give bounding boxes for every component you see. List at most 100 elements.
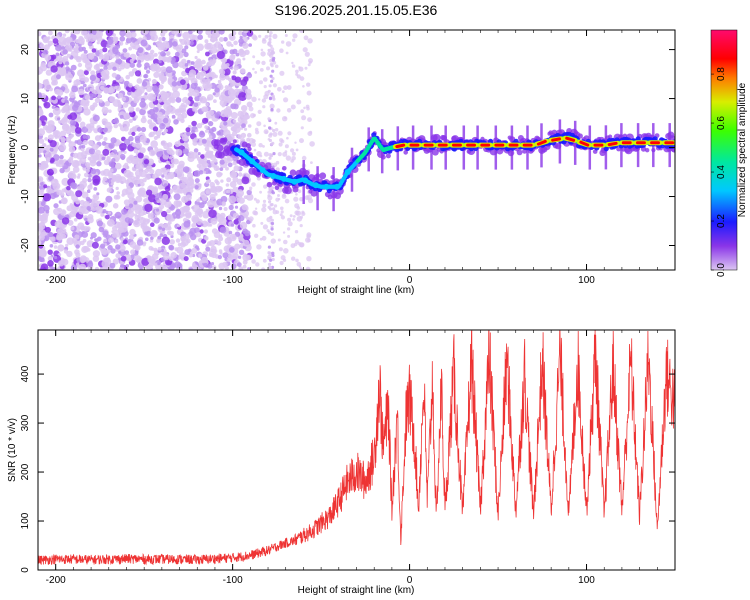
noise-point: [115, 58, 122, 65]
noise-point: [267, 194, 271, 198]
noise-point: [58, 120, 62, 124]
noise-point: [227, 88, 236, 97]
noise-point: [286, 136, 289, 140]
noise-point: [101, 118, 108, 125]
noise-point: [274, 121, 278, 125]
noise-point: [114, 117, 119, 122]
noise-point: [202, 65, 209, 71]
noise-point: [103, 238, 108, 243]
noise-point: [161, 236, 170, 245]
noise-point: [207, 241, 212, 246]
noise-point: [209, 193, 216, 200]
noise-point: [287, 217, 292, 222]
noise-point: [218, 129, 225, 136]
noise-point: [114, 162, 122, 170]
noise-point: [139, 101, 147, 108]
colorbar-tick-label: 0.2: [716, 214, 727, 228]
noise-point: [190, 61, 195, 65]
noise-point: [107, 39, 114, 45]
ridge-peak: [551, 137, 561, 142]
noise-point: [197, 152, 201, 156]
noise-point: [53, 203, 59, 209]
noise-point: [79, 263, 86, 270]
x-tick-label: -100: [223, 275, 243, 286]
noise-point: [57, 95, 62, 100]
noise-point: [279, 138, 284, 143]
snr-line: [38, 330, 675, 566]
noise-point: [175, 149, 183, 156]
noise-point: [164, 186, 171, 192]
noise-point: [261, 207, 267, 213]
noise-point: [225, 63, 230, 67]
noise-point: [156, 151, 163, 158]
noise-point: [307, 63, 311, 67]
noise-point: [307, 198, 314, 204]
noise-point: [277, 152, 282, 157]
noise-point: [167, 73, 172, 78]
noise-point: [299, 224, 303, 228]
noise-point: [232, 119, 237, 123]
x-tick-label: -100: [223, 575, 243, 586]
noise-point: [290, 159, 294, 163]
noise-point: [118, 250, 122, 254]
noise-point: [208, 109, 215, 116]
noise-point: [79, 180, 87, 189]
noise-point: [98, 226, 105, 233]
ridge-peak: [607, 141, 618, 147]
noise-point: [161, 210, 168, 218]
noise-point: [238, 172, 243, 177]
noise-point: [82, 238, 87, 243]
noise-point: [85, 168, 90, 173]
noise-point: [228, 204, 234, 211]
noise-point: [122, 120, 130, 129]
noise-point: [285, 155, 292, 161]
noise-point: [111, 119, 115, 124]
noise-point: [95, 149, 101, 156]
noise-point: [245, 216, 250, 220]
noise-point: [254, 233, 259, 238]
noise-point: [196, 43, 204, 51]
noise-point: [146, 265, 152, 270]
noise-point: [56, 89, 64, 96]
noise-point: [256, 121, 262, 127]
noise-point: [38, 239, 42, 246]
noise-point: [203, 262, 208, 268]
noise-point: [260, 48, 264, 52]
noise-point: [38, 108, 43, 116]
noise-point: [115, 194, 121, 200]
noise-point: [44, 137, 48, 141]
ridge-halo: [247, 146, 252, 152]
ridge-band: [458, 138, 464, 144]
noise-point: [110, 248, 116, 254]
noise-point: [278, 142, 283, 147]
noise-point: [212, 265, 217, 270]
noise-point: [94, 97, 101, 104]
noise-point: [267, 41, 271, 45]
noise-point: [101, 106, 109, 115]
noise-point: [232, 70, 237, 75]
noise-point: [153, 71, 160, 78]
noise-point: [284, 198, 290, 204]
noise-point: [176, 188, 182, 194]
ridge-halo: [303, 170, 310, 176]
noise-point: [150, 33, 158, 42]
noise-point: [219, 226, 227, 234]
noise-point: [309, 130, 313, 134]
noise-point: [122, 102, 129, 108]
noise-point: [277, 87, 282, 92]
noise-point: [218, 30, 225, 35]
noise-point: [201, 138, 207, 144]
noise-point: [174, 247, 179, 252]
noise-point: [105, 214, 110, 220]
noise-point: [198, 202, 205, 209]
noise-point: [54, 255, 58, 260]
noise-point: [180, 79, 186, 85]
noise-point: [280, 215, 285, 220]
noise-point: [259, 154, 263, 158]
noise-point: [62, 49, 68, 55]
y-tick-label: 300: [20, 414, 31, 431]
noise-point: [229, 49, 235, 55]
noise-point: [261, 98, 267, 103]
noise-point: [59, 167, 65, 174]
noise-point: [87, 156, 92, 161]
